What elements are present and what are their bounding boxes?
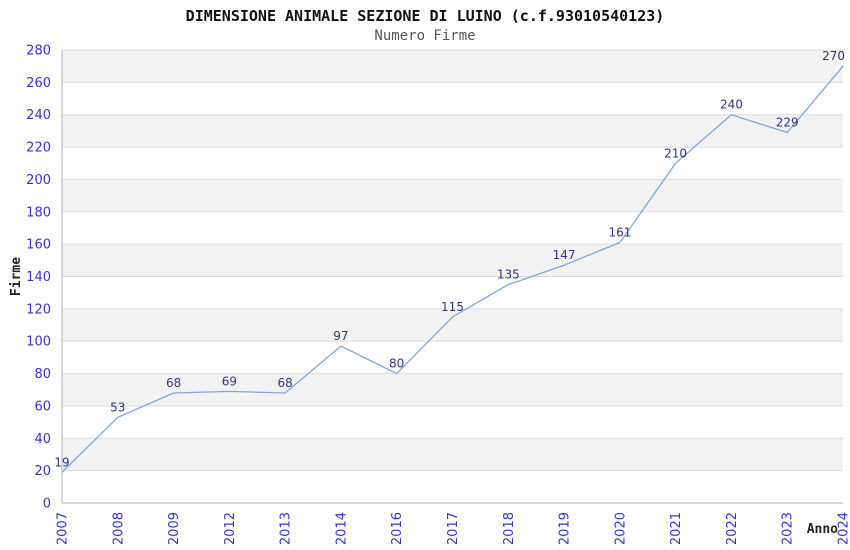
y-tick-label: 100: [26, 335, 51, 350]
data-label: 115: [441, 300, 464, 314]
data-label: 147: [553, 248, 576, 262]
x-tick-label: 2016: [390, 512, 405, 545]
data-label: 97: [333, 329, 348, 343]
background-band: [62, 50, 843, 83]
x-tick-label: 2020: [613, 512, 628, 545]
data-label: 80: [389, 357, 404, 371]
background-band: [62, 308, 843, 342]
background-band: [62, 373, 843, 406]
data-label: 68: [277, 376, 292, 390]
x-tick-label: 2023: [781, 512, 796, 545]
x-tick-label: 2021: [669, 512, 684, 545]
data-label: 210: [664, 146, 687, 160]
data-label: 68: [166, 376, 181, 390]
data-label: 135: [497, 268, 520, 282]
x-tick-label: 2017: [446, 512, 461, 545]
x-tick-label: 2008: [111, 512, 126, 545]
y-tick-label: 60: [34, 399, 51, 414]
data-label: 240: [720, 98, 743, 112]
data-label: 229: [776, 116, 799, 130]
x-tick-label: 2024: [837, 512, 850, 545]
data-label: 53: [110, 400, 125, 414]
y-tick-label: 280: [26, 44, 51, 59]
y-tick-label: 0: [43, 497, 51, 512]
chart-title: DIMENSIONE ANIMALE SEZIONE DI LUINO (c.f…: [185, 7, 665, 25]
data-label: 19: [54, 455, 69, 469]
y-axis-title: Firme: [9, 257, 24, 296]
x-tick-label: 2012: [223, 512, 238, 545]
y-tick-label: 260: [26, 76, 51, 91]
y-tick-label: 80: [34, 367, 51, 382]
data-label: 270: [822, 49, 845, 63]
y-tick-label: 20: [34, 464, 51, 479]
background-band: [62, 244, 843, 277]
data-label: 69: [222, 374, 237, 388]
x-tick-label: 2013: [279, 512, 294, 545]
y-tick-label: 40: [34, 432, 51, 447]
y-tick-label: 200: [26, 173, 51, 188]
y-tick-label: 160: [26, 238, 51, 253]
x-tick-label: 2009: [167, 512, 182, 545]
x-tick-label: 2022: [725, 512, 740, 545]
y-tick-label: 180: [26, 205, 51, 220]
y-tick-label: 220: [26, 141, 51, 156]
x-tick-label: 2019: [558, 512, 573, 545]
y-tick-label: 140: [26, 270, 51, 285]
series-line: [61, 65, 844, 473]
x-axis-title: Anno: [807, 522, 838, 537]
y-tick-label: 120: [26, 302, 51, 317]
x-tick-label: 2014: [334, 512, 349, 545]
chart-subtitle: Numero Firme: [374, 28, 476, 44]
y-tick-label: 240: [26, 108, 51, 123]
background-band: [62, 438, 843, 471]
x-tick-label: 2018: [502, 512, 517, 545]
background-band: [62, 179, 843, 212]
data-label: 161: [608, 226, 631, 240]
x-tick-label: 2007: [56, 512, 71, 545]
